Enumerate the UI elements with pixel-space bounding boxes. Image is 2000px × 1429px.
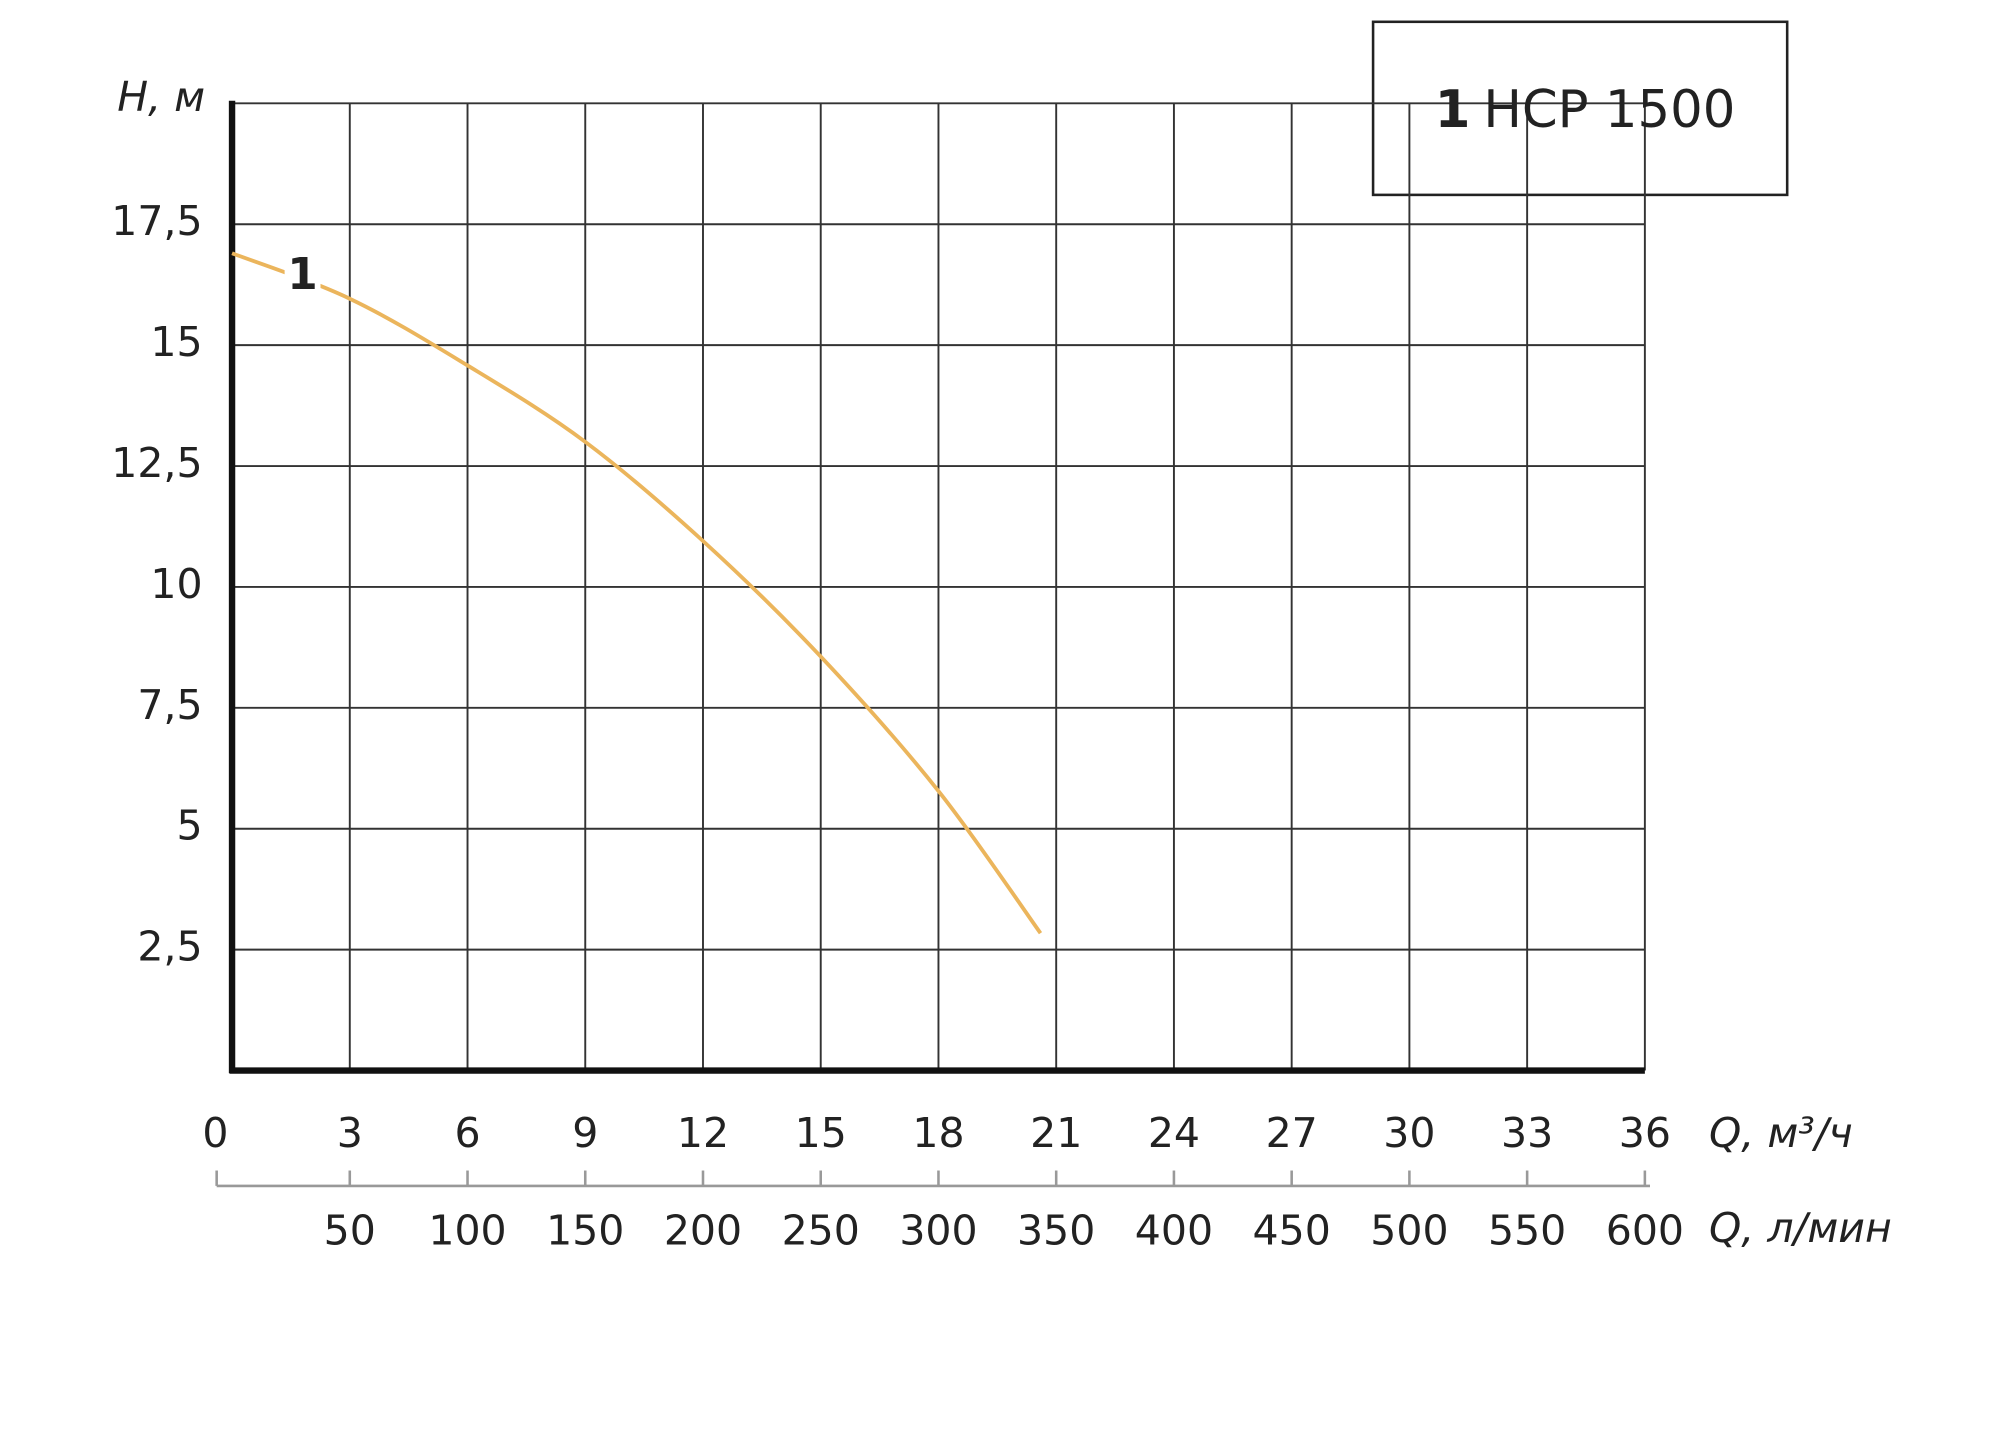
x2-tick-label: 600 [1606,1206,1684,1254]
x-tick-label: 18 [912,1109,964,1157]
legend-number: 1 [1435,80,1471,140]
x2-tick-label: 450 [1253,1206,1331,1254]
x-tick-label: 30 [1383,1109,1435,1157]
x2-tick-label: 550 [1488,1206,1566,1254]
y-axis-label: H, м [117,73,205,121]
x2-axis-label: Q, л/мин [1709,1204,1892,1252]
x2-tick-label: 250 [782,1206,860,1254]
curve-label: 1 [287,250,317,300]
x2-tick-label: 200 [664,1206,742,1254]
x-tick-label: 9 [572,1109,598,1157]
x-axis-label: Q, м³/ч [1709,1109,1853,1157]
x2-tick-label: 500 [1370,1206,1448,1254]
y-tick-label: 7,5 [137,681,202,729]
x2-tick-label: 100 [428,1206,506,1254]
x2-tick-label: 150 [546,1206,624,1254]
line-series [231,251,1043,935]
y-tick-label: 12,5 [111,439,202,487]
x-tick-label: 12 [677,1109,729,1157]
y-tick-label: 10 [150,560,202,608]
y-tick-label: 15 [150,318,202,366]
y-tick-label: 2,5 [137,923,202,971]
legend-box [1371,20,1789,197]
x-tick-label: 15 [795,1109,847,1157]
x2-tick-label: 400 [1135,1206,1213,1254]
x-tick-label: 21 [1030,1109,1082,1157]
x-tick-label: 36 [1619,1109,1671,1157]
y-tick-label: 17,5 [111,197,202,245]
x-tick-label: 6 [454,1109,480,1157]
x-tick-label: 3 [337,1109,363,1157]
x2-tick-label: 300 [899,1206,977,1254]
x2-tick-label: 50 [324,1206,376,1254]
legend-label: НСР 1500 [1483,80,1735,140]
x-tick-label: 0 [202,1109,228,1157]
y-tick-label: 5 [176,802,202,850]
x2-tick-label: 350 [1017,1206,1095,1254]
x-tick-label: 27 [1266,1109,1318,1157]
x-tick-label: 33 [1501,1109,1553,1157]
curve-label-bg [284,251,321,301]
x-tick-label: 24 [1148,1109,1200,1157]
